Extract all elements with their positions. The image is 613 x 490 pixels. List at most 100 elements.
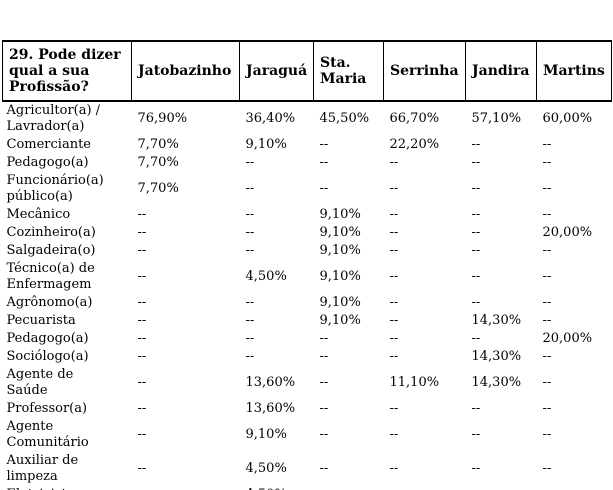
- value-cell: 45,50%: [319, 111, 370, 126]
- value-cell: --: [471, 461, 481, 476]
- table-row: Técnico(a) de Enfermagem -- 4,50% 9,10% -- --…: [3, 260, 612, 294]
- value-cell: 20,00%: [542, 331, 593, 346]
- value-cell: --: [245, 243, 255, 258]
- value-cell: --: [137, 207, 147, 222]
- value-cell: 60,00%: [542, 111, 593, 126]
- value-cell: --: [137, 225, 147, 240]
- value-cell: 20,00%: [542, 225, 593, 240]
- value-cell: --: [542, 375, 552, 390]
- value-cell: --: [137, 427, 147, 442]
- value-cell: --: [389, 331, 399, 346]
- value-cell: --: [245, 349, 255, 364]
- professions-table: 29. Pode dizer qual a sua Profissão? Jat…: [2, 40, 612, 490]
- value-cell: 9,10%: [319, 243, 361, 258]
- value-cell: --: [389, 181, 399, 196]
- column-header-serrinha: Serrinha: [383, 40, 466, 102]
- value-cell: --: [542, 243, 552, 258]
- value-cell: --: [137, 243, 147, 258]
- value-cell: --: [384, 486, 466, 490]
- table-row: Comerciante 7,70% 9,10% -- 22,20% -- --: [3, 136, 612, 154]
- table-row: Mecânico -- -- 9,10% -- -- --: [3, 206, 612, 224]
- value-cell: --: [542, 295, 552, 310]
- value-cell: --: [471, 207, 481, 222]
- value-cell: --: [319, 349, 329, 364]
- table-row: Sociólogo(a) -- -- -- -- 14,30% --: [3, 348, 612, 366]
- profession-label: Auxiliar de limpeza: [6, 453, 79, 484]
- table-row: Pecuarista -- -- 9,10% -- 14,30% --: [3, 312, 612, 330]
- value-cell: 13,60%: [245, 375, 296, 390]
- value-cell: --: [389, 461, 399, 476]
- value-cell: --: [245, 181, 255, 196]
- value-cell: --: [314, 486, 384, 490]
- table-row: Agricultor(a) / Lavrador(a) 76,90% 36,40% 4…: [3, 101, 612, 136]
- table-row: Professor(a) -- 13,60% -- -- -- --: [3, 400, 612, 418]
- profession-label: Funcionário(a) público(a): [6, 173, 104, 204]
- value-cell: 7,70%: [137, 137, 179, 152]
- value-cell: --: [542, 401, 552, 416]
- value-cell: --: [319, 401, 329, 416]
- profession-label: Eletricista: [3, 486, 132, 490]
- table-row: Agente de Saúde -- 13,60% -- 11,10% 14,30% --: [3, 366, 612, 400]
- value-cell: --: [389, 243, 399, 258]
- value-cell: --: [319, 181, 329, 196]
- value-cell: --: [245, 207, 255, 222]
- value-cell: --: [542, 137, 552, 152]
- header-row: 29. Pode dizer qual a sua Profissão? Jat…: [2, 40, 612, 102]
- table-row: Agrônomo(a) -- -- 9,10% -- -- --: [3, 294, 612, 312]
- value-cell: --: [471, 295, 481, 310]
- value-cell: 4,50%: [245, 461, 287, 476]
- table-row: Cozinheiro(a) -- -- 9,10% -- -- 20,00%: [3, 224, 612, 242]
- value-cell: 9,10%: [319, 313, 361, 328]
- value-cell: --: [471, 331, 481, 346]
- value-cell: --: [537, 486, 612, 490]
- value-cell: --: [542, 349, 552, 364]
- value-cell: --: [245, 225, 255, 240]
- value-cell: 9,10%: [319, 207, 361, 222]
- table-row: Agente Comunitário -- 9,10% -- -- -- --: [3, 418, 612, 452]
- value-cell: 4,50%: [240, 486, 314, 490]
- value-cell: --: [319, 137, 329, 152]
- value-cell: --: [389, 295, 399, 310]
- value-cell: 7,70%: [137, 181, 179, 196]
- value-cell: --: [471, 225, 481, 240]
- value-cell: 9,10%: [319, 295, 361, 310]
- table-row: Funcionário(a) público(a) 7,70% -- -- -- -- --: [3, 172, 612, 206]
- value-cell: --: [389, 313, 399, 328]
- value-cell: 9,10%: [319, 225, 361, 240]
- value-cell: 76,90%: [137, 111, 188, 126]
- profession-label: Pecuarista: [6, 313, 76, 328]
- value-cell: --: [137, 461, 147, 476]
- value-cell: --: [471, 269, 481, 284]
- profession-label: Professor(a): [6, 401, 88, 416]
- value-cell: --: [137, 313, 147, 328]
- value-cell: --: [542, 269, 552, 284]
- value-cell: --: [137, 295, 147, 310]
- value-cell: --: [137, 401, 147, 416]
- value-cell: 13,60%: [245, 401, 296, 416]
- value-cell: 14,30%: [471, 349, 522, 364]
- column-header-sta-maria: Sta. Maria: [313, 40, 384, 102]
- value-cell: --: [471, 427, 481, 442]
- profession-label: Agente Comunitário: [6, 419, 89, 450]
- value-cell: --: [245, 155, 255, 170]
- value-cell: --: [319, 461, 329, 476]
- value-cell: --: [389, 427, 399, 442]
- profession-label: Salgadeira(o): [6, 243, 96, 258]
- value-cell: --: [132, 486, 240, 490]
- value-cell: --: [245, 331, 255, 346]
- profession-label: Comerciante: [6, 137, 92, 152]
- value-cell: --: [137, 331, 147, 346]
- profession-label: Sociólogo(a): [6, 349, 89, 364]
- value-cell: 9,10%: [245, 427, 287, 442]
- profession-label: Agente de Saúde: [6, 367, 74, 398]
- value-cell: --: [542, 207, 552, 222]
- value-cell: --: [137, 375, 147, 390]
- profession-label: Técnico(a) de Enfermagem: [6, 261, 95, 292]
- value-cell: --: [389, 155, 399, 170]
- value-cell: --: [245, 295, 255, 310]
- value-cell: 9,10%: [319, 269, 361, 284]
- value-cell: --: [389, 225, 399, 240]
- professions-table-body: Agricultor(a) / Lavrador(a) 76,90% 36,40% 4…: [3, 101, 612, 490]
- value-cell: 36,40%: [245, 111, 296, 126]
